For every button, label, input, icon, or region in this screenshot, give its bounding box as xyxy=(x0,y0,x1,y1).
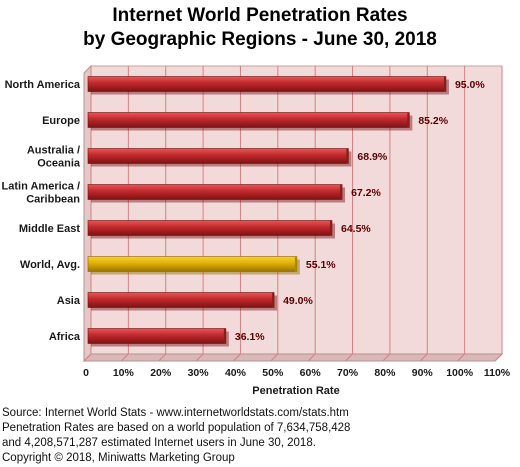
value-label: 85.2% xyxy=(418,115,448,127)
x-tick-label: 0 xyxy=(83,367,89,379)
x-tick-label: 90% xyxy=(412,367,434,379)
bar-cap xyxy=(340,184,343,200)
value-label: 67.2% xyxy=(351,187,381,199)
bar-cap xyxy=(272,292,275,308)
bar xyxy=(87,292,278,311)
bar-highlight xyxy=(87,256,300,275)
bar-cap xyxy=(223,328,226,344)
x-tick-label: 20% xyxy=(150,367,172,379)
x-tick-label: 110% xyxy=(484,367,511,379)
category-label: Latin America / Caribbean xyxy=(2,181,81,206)
gridline-floor xyxy=(158,353,167,362)
x-tick-label: 80% xyxy=(374,367,396,379)
bar-body xyxy=(87,184,343,200)
gridline-floor xyxy=(270,353,279,362)
plot-area xyxy=(82,64,504,363)
x-tick-label: 30% xyxy=(188,367,210,379)
bar xyxy=(87,76,449,95)
bar xyxy=(87,328,229,347)
bars xyxy=(87,76,449,347)
bar-body xyxy=(87,112,410,128)
plot-side-wall xyxy=(83,64,92,363)
category-label: Middle East xyxy=(19,223,80,235)
x-tick-label: 50% xyxy=(262,367,284,379)
value-label: 36.1% xyxy=(235,331,265,343)
category-label: Africa xyxy=(49,331,81,343)
value-label: 49.0% xyxy=(283,295,313,307)
value-label: 68.9% xyxy=(357,151,387,163)
category-label: Asia xyxy=(57,295,81,307)
bar-body xyxy=(87,292,275,308)
gridline-floor xyxy=(307,353,316,362)
gridline-floor xyxy=(382,353,391,362)
bar-body xyxy=(87,256,298,272)
gridline-floor xyxy=(419,353,428,362)
category-label: North America xyxy=(5,79,81,91)
gridline-floor xyxy=(233,353,241,362)
category-label: Europe xyxy=(42,115,80,127)
bar-cap xyxy=(294,256,297,272)
chart: Internet World Penetration Rates by Geogr… xyxy=(2,5,511,397)
gridline-floor xyxy=(457,353,465,362)
gridline-floor xyxy=(121,353,129,362)
gridline-floor xyxy=(83,353,92,362)
footer-source-line: Source: Internet World Stats - www.inter… xyxy=(2,407,349,419)
value-label: 55.1% xyxy=(306,259,336,271)
x-tick-label: 70% xyxy=(337,367,359,379)
bar-body xyxy=(87,148,349,164)
footer-users-line: and 4,208,571,287 estimated Internet use… xyxy=(2,437,316,449)
bar-body xyxy=(87,328,227,344)
footer-population-line: Penetration Rates are based on a world p… xyxy=(2,422,351,434)
bar-cap xyxy=(407,112,410,128)
gridline-floor xyxy=(195,353,204,362)
footer-notes: Source: Internet World Stats - www.inter… xyxy=(2,406,350,466)
x-tick-label: 100% xyxy=(446,367,474,379)
bar-body xyxy=(87,76,447,92)
gridline-floor xyxy=(494,353,503,362)
chart-title-line: Internet World Penetration Rates xyxy=(112,5,407,26)
gridline-floor xyxy=(345,353,353,362)
x-tick-label: 40% xyxy=(225,367,247,379)
footer-copyright-line: Copyright © 2018, Miniwatts Marketing Gr… xyxy=(2,452,235,464)
plot-background xyxy=(90,65,503,355)
value-label: 64.5% xyxy=(341,223,371,235)
bar xyxy=(87,184,346,203)
labels: 0 10% 20% 30% 40% 50% 60% 70% 80% 90% 100% 110% Pene… xyxy=(2,79,511,397)
x-tick-label: 10% xyxy=(113,367,135,379)
bar-cap xyxy=(443,76,446,92)
bar-cap xyxy=(329,220,332,236)
x-axis-title: Penetration Rate xyxy=(252,385,339,397)
category-label: World, Avg. xyxy=(20,259,80,271)
category-label: Australia / Oceania xyxy=(27,145,81,170)
bar xyxy=(87,148,352,167)
bar-body xyxy=(87,220,333,236)
value-label: 95.0% xyxy=(455,79,485,91)
chart-title: Internet World Penetration Rates by Geogr… xyxy=(83,5,437,50)
chart-title-line: by Geographic Regions - June 30, 2018 xyxy=(83,29,437,50)
bar xyxy=(87,220,335,239)
plot-floor xyxy=(82,353,504,362)
x-tick-label: 60% xyxy=(300,367,322,379)
bar-cap xyxy=(346,148,349,164)
bar xyxy=(87,112,413,131)
